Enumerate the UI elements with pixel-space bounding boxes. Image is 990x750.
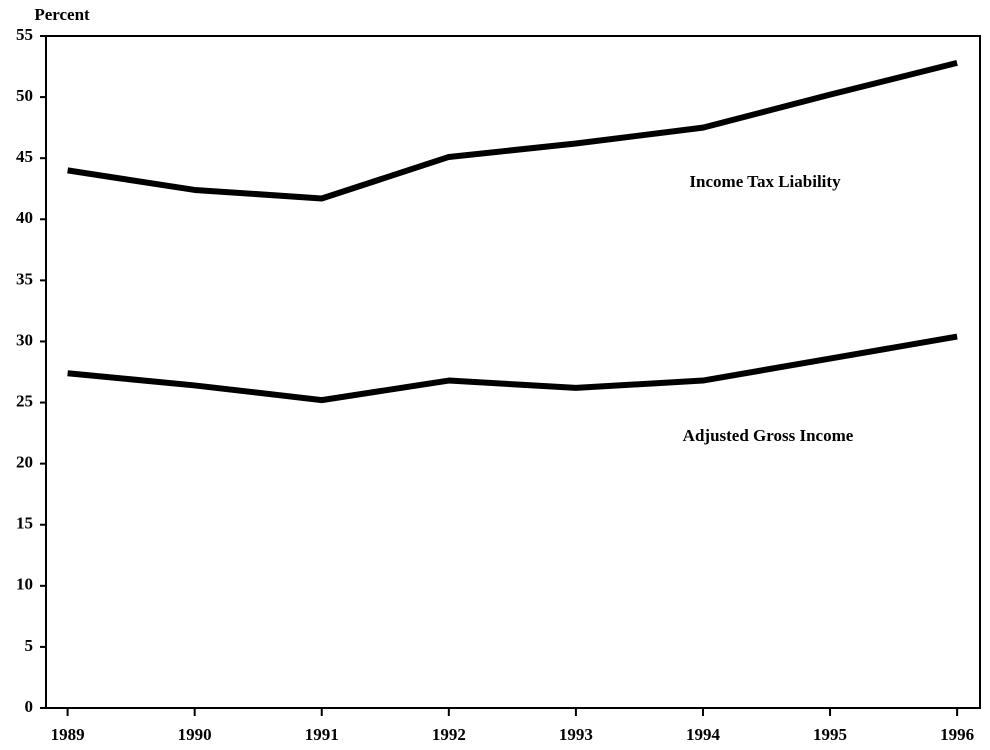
y-tick-label: 15	[16, 514, 33, 533]
series-line	[67, 59, 958, 202]
y-tick-label: 55	[16, 25, 33, 44]
plot-frame	[45, 35, 981, 709]
x-tick-label: 1992	[432, 725, 466, 744]
x-tick-label: 1996	[940, 725, 974, 744]
x-tick-label: 1995	[813, 725, 847, 744]
series-label: Adjusted Gross Income	[683, 426, 854, 445]
y-tick-label: 40	[16, 208, 33, 227]
x-tick-label: 1994	[686, 725, 721, 744]
y-tick-label: 50	[16, 86, 33, 105]
x-tick-label: 1991	[305, 725, 339, 744]
y-tick-label: 45	[16, 147, 33, 166]
y-tick-label: 10	[16, 575, 33, 594]
series-label: Income Tax Liability	[689, 172, 841, 191]
x-tick-label: 1990	[178, 725, 212, 744]
y-tick-label: 25	[16, 391, 33, 410]
y-tick-label: 20	[16, 453, 33, 472]
series-line	[67, 333, 958, 404]
y-tick-label: 0	[25, 697, 34, 716]
x-tick-label: 1989	[51, 725, 85, 744]
y-tick-label: 30	[16, 330, 33, 349]
x-tick-label: 1993	[559, 725, 593, 744]
y-tick-label: 35	[16, 269, 33, 288]
y-axis-label: Percent	[34, 5, 90, 24]
y-tick-label: 5	[25, 636, 34, 655]
